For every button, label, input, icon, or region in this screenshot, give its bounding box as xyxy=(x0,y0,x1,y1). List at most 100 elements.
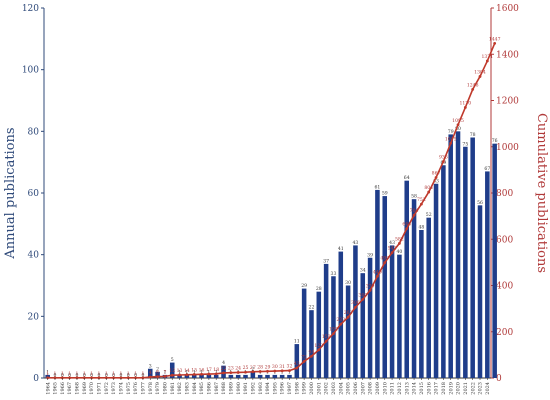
cumulative-point xyxy=(324,339,328,343)
bar xyxy=(199,374,204,378)
cumulative-value-label: 1304 xyxy=(474,69,486,75)
bar-value-label: 37 xyxy=(323,258,329,264)
x-tick-label: 1976 xyxy=(133,382,139,395)
bar xyxy=(492,143,497,378)
x-tick-label: 2020 xyxy=(456,382,462,395)
cumulative-value-label: 1 xyxy=(83,371,86,377)
cumulative-point xyxy=(354,305,357,309)
cumulative-point xyxy=(441,160,445,163)
bar xyxy=(477,205,483,378)
bar xyxy=(323,263,329,378)
cumulative-value-label: 340 xyxy=(358,292,367,298)
cumulative-value-label: 1 xyxy=(54,371,57,377)
bar-value-label: 28 xyxy=(316,286,322,292)
cumulative-value-label: 94 xyxy=(309,349,315,355)
x-tick-label: 2006 xyxy=(353,382,359,395)
cumulative-point xyxy=(90,376,94,380)
cumulative-point xyxy=(266,369,269,373)
bar xyxy=(309,310,314,378)
bar-value-label: 39 xyxy=(367,252,373,258)
right-tick-label: 600 xyxy=(496,235,513,245)
bar-value-label: 11 xyxy=(294,339,300,345)
bar xyxy=(294,344,300,378)
cumulative-point xyxy=(156,375,159,379)
bar-value-label: 56 xyxy=(477,200,483,206)
cumulative-value-label: 1 xyxy=(141,371,144,377)
right-tick-label: 1400 xyxy=(496,50,519,60)
bar-value-label: 63 xyxy=(433,178,439,184)
cumulative-point xyxy=(222,371,225,375)
cumulative-point xyxy=(412,213,416,217)
bar-value-label: 1 xyxy=(163,369,166,375)
x-tick-label: 1975 xyxy=(126,382,132,395)
bar-value-label: 0 xyxy=(119,373,122,379)
cumulative-point xyxy=(53,376,57,380)
left-tick-label: 60 xyxy=(28,189,40,199)
bar xyxy=(213,374,219,378)
cumulative-value-label: 25 xyxy=(243,365,249,371)
cumulative-point xyxy=(97,376,101,380)
bar xyxy=(155,371,160,378)
cumulative-value-label: 4 xyxy=(149,370,152,376)
x-tick-label: 1993 xyxy=(258,382,264,395)
bar xyxy=(287,374,292,378)
cumulative-value-label: 1248 xyxy=(467,82,479,88)
cumulative-point xyxy=(68,376,72,380)
cumulative-point xyxy=(148,375,152,379)
cumulative-value-label: 24 xyxy=(235,365,241,371)
x-tick-label: 1970 xyxy=(89,382,95,395)
cumulative-value-label: 936 xyxy=(439,155,448,161)
x-tick-label: 2007 xyxy=(360,382,366,395)
x-tick-label: 1990 xyxy=(236,382,242,395)
bar xyxy=(411,199,417,378)
cumulative-value-label: 22 xyxy=(221,366,227,372)
x-tick-label: 2023 xyxy=(478,382,484,395)
bars xyxy=(45,131,497,378)
x-tick-label: 1982 xyxy=(177,382,183,395)
cumulative-point xyxy=(361,297,365,301)
bar-value-label: 0 xyxy=(76,373,79,379)
cumulative-value-label: 1 xyxy=(119,371,122,377)
cumulative-value-label: 646 xyxy=(402,222,411,228)
bar xyxy=(235,374,241,378)
bar-value-label: 58 xyxy=(411,194,417,200)
bar xyxy=(441,165,446,378)
x-tick-label: 1980 xyxy=(163,382,169,395)
cumulative-value-label: 1 xyxy=(90,371,93,377)
bar-value-label: 0 xyxy=(127,373,130,379)
bar-value-label: 1 xyxy=(178,369,181,375)
bar-value-label: 67 xyxy=(484,166,490,172)
cumulative-value-label: 1 xyxy=(68,371,71,377)
x-tick-label: 1967 xyxy=(67,382,73,395)
bar-value-label: 80 xyxy=(455,126,461,132)
x-tick-label: 1997 xyxy=(287,382,293,395)
bar-value-label: 1 xyxy=(215,369,218,375)
bar-value-label: 2 xyxy=(251,366,254,372)
cumulative-value-label: 1 xyxy=(112,371,115,377)
bar xyxy=(184,374,190,378)
bar-value-label: 59 xyxy=(382,191,388,197)
x-tick-label: 1979 xyxy=(155,382,161,395)
bar xyxy=(243,374,248,378)
bar-value-label: 61 xyxy=(374,184,380,190)
x-tick-label: 2002 xyxy=(324,382,330,395)
cumulative-value-label: 582 xyxy=(395,236,404,242)
bar-value-label: 78 xyxy=(470,132,476,138)
cumulative-value-label: 263 xyxy=(344,310,353,316)
cumulative-point xyxy=(280,369,284,373)
cumulative-value-label: 13 xyxy=(177,368,183,374)
cumulative-value-label: 14 xyxy=(184,368,190,374)
cumulative-labels: 1 1 1 1 1 1 1 1 1 1 1 1 1 1 4 6 7 12 13 14 15 16 17 18 22 23 24 25 2… xyxy=(46,36,500,376)
cumulative-value-label: 122 xyxy=(314,343,323,349)
bar xyxy=(367,257,373,378)
cumulative-value-label: 159 xyxy=(322,334,331,340)
x-tick-label: 1971 xyxy=(97,382,103,395)
cumulative-point xyxy=(236,371,240,374)
bar-value-label: 64 xyxy=(404,175,410,181)
bar-value-label: 0 xyxy=(83,373,86,379)
cumulative-value-label: 1447 xyxy=(489,36,501,42)
cumulative-point xyxy=(368,288,372,292)
cumulative-point xyxy=(119,376,123,380)
x-tick-label: 1964 xyxy=(45,382,51,395)
